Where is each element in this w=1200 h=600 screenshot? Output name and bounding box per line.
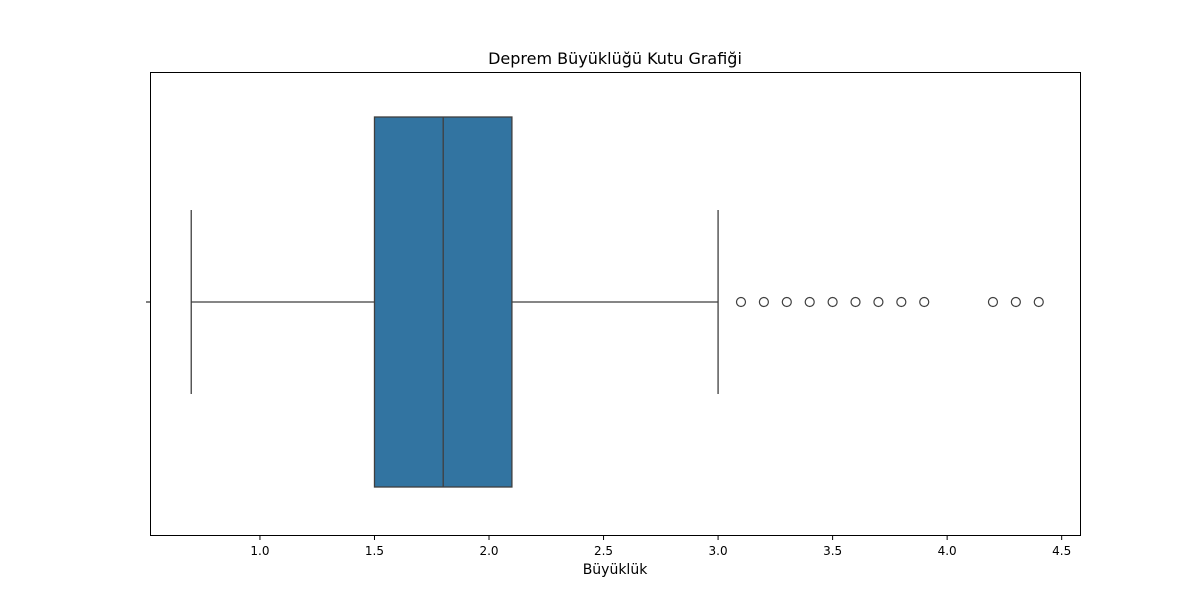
x-tick-label: 3.0 — [709, 544, 728, 558]
outlier-point — [827, 296, 838, 308]
x-tick-label: 4.5 — [1052, 544, 1071, 558]
x-tick-label: 1.0 — [250, 544, 269, 558]
x-tick-label: 2.5 — [594, 544, 613, 558]
x-tick-label: 2.0 — [479, 544, 498, 558]
outlier-point — [919, 296, 930, 308]
outlier-point — [735, 296, 747, 308]
x-tick-label: 1.5 — [365, 544, 384, 558]
x-axis: 1.0 1.5 2.0 2.5 3.0 3.5 4.0 4.5 — [250, 535, 1071, 558]
outlier-point — [1033, 296, 1044, 308]
x-tick-label: 4.0 — [938, 544, 957, 558]
outlier-point — [850, 296, 861, 308]
x-tick-label: 3.5 — [823, 544, 842, 558]
outlier-point — [781, 296, 792, 308]
outlier-point — [873, 296, 884, 308]
outlier-point — [758, 296, 769, 308]
plot-area-frame — [150, 72, 1081, 536]
outlier-point — [804, 296, 815, 308]
outlier-layer — [735, 296, 1044, 308]
boxplot-layer — [190, 116, 719, 488]
outlier-point — [896, 296, 907, 308]
outlier-point — [987, 296, 999, 308]
chart-title: Deprem Büyüklüğü Kutu Grafiği — [488, 49, 742, 68]
x-axis-label: Büyüklük — [583, 562, 649, 578]
outlier-point — [1010, 296, 1021, 308]
